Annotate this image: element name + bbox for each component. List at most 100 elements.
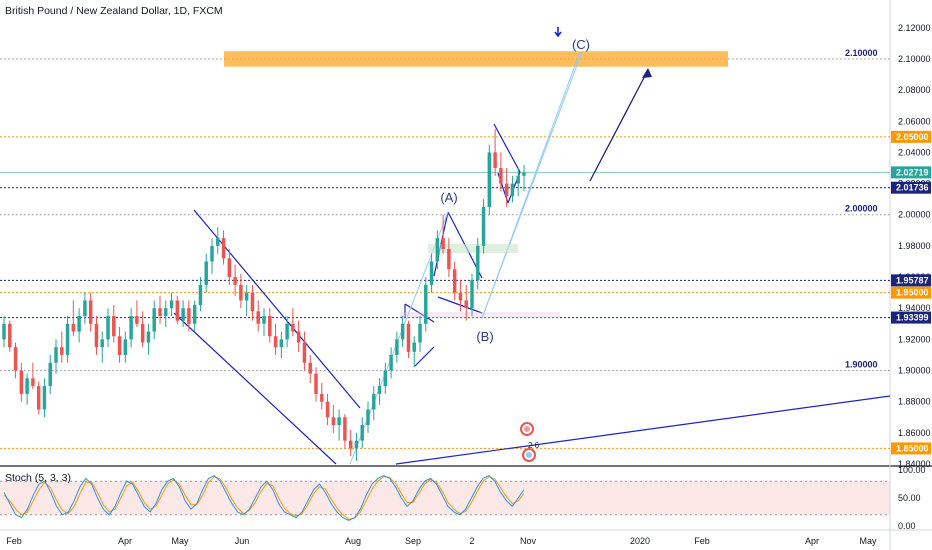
candle-body: [377, 386, 382, 394]
candle-body: [65, 323, 70, 355]
price-axis[interactable]: 2.120002.100002.080002.060002.040002.020…: [898, 23, 931, 469]
candle-body: [204, 261, 208, 285]
candle-body: [221, 238, 226, 259]
pennant-line[interactable]: [493, 123, 521, 173]
arrow-head-icon: [642, 68, 652, 78]
price-tags: 2.10000 2.05000 2.02719 2.01736 2.00000 1.957…: [845, 48, 931, 455]
time-axis-tick: May: [171, 536, 189, 546]
candle-body: [510, 183, 515, 197]
candle-body: [441, 238, 445, 250]
candle-body: [71, 323, 76, 332]
candle-body: [522, 172, 526, 176]
candle-body: [279, 339, 284, 348]
price-axis-tick: 2.10000: [898, 54, 931, 64]
price-tag-text: 1.93399: [896, 313, 929, 323]
candle-body: [337, 417, 341, 426]
candle-body: [36, 386, 41, 410]
channel-line-lower[interactable]: [173, 312, 337, 465]
candle-body: [447, 249, 451, 270]
price-tag-text: 1.85000: [896, 443, 929, 453]
wave-label: (B): [476, 329, 493, 344]
horizontal-levels: [0, 58, 890, 449]
candle-body: [48, 362, 52, 387]
time-axis-tick: Feb: [694, 536, 710, 546]
price-tag-text: 2.02719: [896, 167, 929, 177]
candle-body: [198, 284, 203, 306]
candle-body: [192, 305, 197, 324]
stoch-axis[interactable]: 100.00 50.00 0.00: [898, 465, 926, 531]
candle-body: [140, 323, 145, 343]
highlight-box[interactable]: [400, 312, 560, 318]
candle-body: [13, 347, 18, 371]
candle-body: [406, 323, 411, 352]
candle-body: [452, 269, 457, 293]
time-axis-tick: Aug: [345, 536, 361, 546]
candle-body: [291, 323, 295, 332]
candle-body: [331, 417, 336, 426]
candle-body: [117, 336, 122, 355]
time-axis-tick: Apr: [805, 536, 819, 546]
candle-body: [499, 168, 503, 184]
time-axis-tick: 2: [469, 536, 474, 546]
price-tag-text: 1.95787: [896, 275, 929, 285]
price-tag-text: 1.95000: [896, 288, 929, 298]
candle-body: [400, 323, 405, 340]
level-label: 2.00000: [845, 204, 878, 214]
candle-body: [25, 378, 29, 394]
price-axis-tick: 1.86000: [898, 428, 931, 438]
price-axis-tick: 1.92000: [898, 334, 931, 344]
candle-body: [100, 339, 104, 348]
price-axis-tick: 1.94000: [898, 303, 931, 313]
candle-body: [2, 323, 6, 340]
price-axis-tick: 2.08000: [898, 85, 931, 95]
candle-body: [60, 347, 64, 355]
candle-body: [470, 280, 474, 309]
candle-body: [464, 300, 468, 309]
candle-body: [429, 261, 434, 285]
target-arrow-line[interactable]: [589, 69, 649, 182]
time-axis[interactable]: Feb Apr May Jun Aug Sep 2 Nov 2020 Feb Apr May: [6, 536, 877, 546]
down-arrow-icon: [554, 27, 562, 38]
target-zone[interactable]: [224, 51, 728, 67]
price-tag: [891, 274, 931, 287]
candle-body: [372, 393, 376, 410]
flag-line[interactable]: [414, 346, 435, 367]
candle-body: [54, 347, 58, 363]
price-axis-tick: 2.06000: [898, 116, 931, 126]
event-badge-uk-icon[interactable]: [520, 422, 534, 436]
level-label: 2.10000: [845, 48, 878, 58]
candle-body: [42, 386, 47, 410]
stoch-axis-tick: 50.00: [898, 493, 921, 503]
candle-body: [8, 323, 12, 348]
price-tag: [891, 130, 931, 143]
candle-body: [256, 311, 260, 324]
candle-body: [314, 373, 318, 394]
highlight-box[interactable]: [428, 244, 518, 253]
time-axis-tick: 2020: [630, 536, 650, 546]
price-axis-tick: 1.90000: [898, 366, 931, 376]
candle-body: [146, 331, 151, 343]
long-trend-line[interactable]: [395, 395, 891, 465]
candles: [2, 129, 526, 461]
price-pane[interactable]: [0, 0, 890, 466]
candle-body: [210, 245, 214, 262]
price-tag: [891, 181, 931, 194]
candle-body: [175, 300, 180, 321]
channel-line-upper[interactable]: [193, 209, 361, 409]
candle-body: [325, 401, 330, 418]
flag-line[interactable]: [404, 303, 435, 323]
price-tag: [891, 166, 931, 179]
event-badge-nz-icon[interactable]: [522, 448, 536, 462]
candle-body: [106, 316, 110, 340]
time-axis-tick: May: [859, 536, 877, 546]
candle-body: [360, 425, 364, 441]
stoch-axis-tick: 100.00: [898, 465, 926, 475]
candle-body: [476, 245, 480, 281]
candle-body: [88, 300, 93, 324]
level-label: 1.90000: [845, 360, 878, 370]
projection-line[interactable]: [481, 51, 583, 319]
wave-label: (A): [440, 190, 457, 205]
candle-body: [31, 378, 35, 387]
candle-body: [366, 409, 370, 426]
price-axis-tick: 2.04000: [898, 147, 931, 157]
